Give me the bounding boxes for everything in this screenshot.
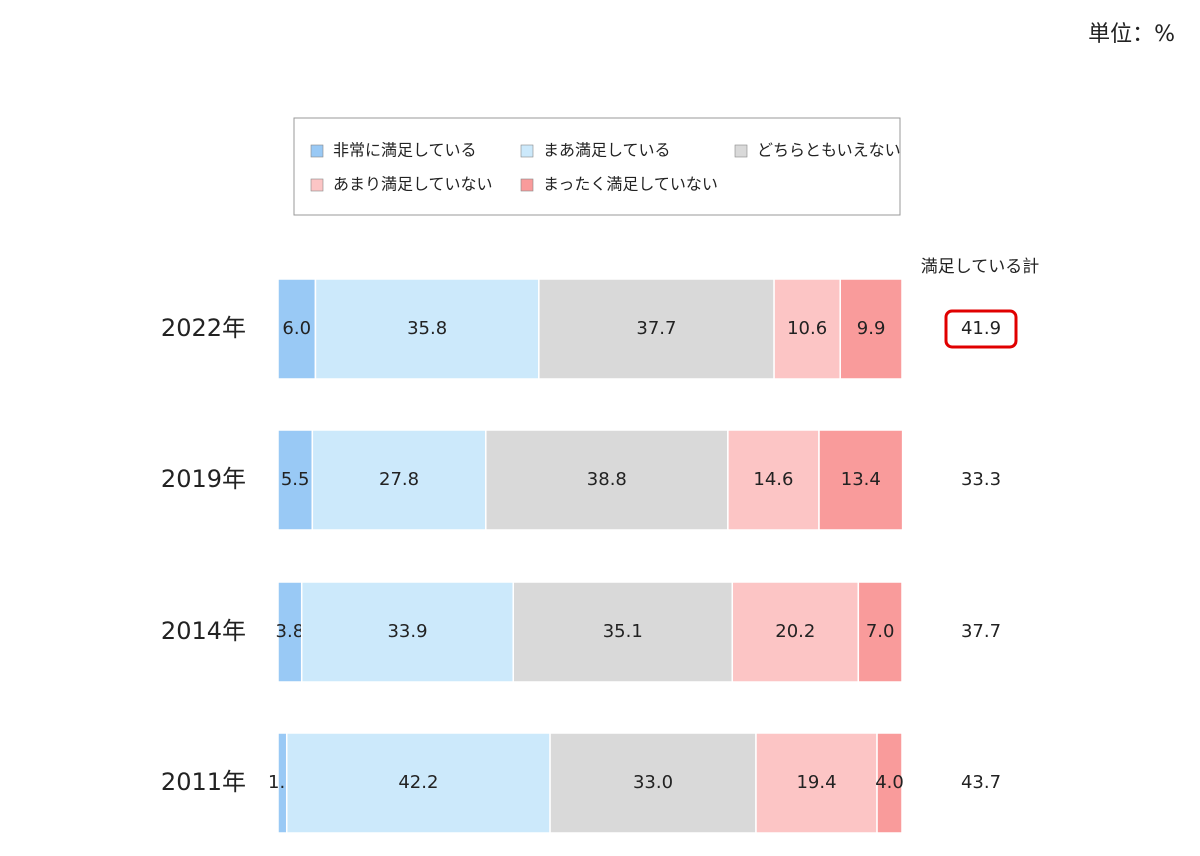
total-label: 41.9 <box>961 318 1001 339</box>
segment-label: 14.6 <box>753 469 793 490</box>
segment-label: 27.8 <box>379 469 419 490</box>
legend-swatch <box>520 144 534 158</box>
segment-label: 7.0 <box>866 621 895 642</box>
bar-segment <box>512 581 734 683</box>
category-label: 2014年 <box>161 617 246 645</box>
bar-segment <box>876 732 903 834</box>
category-label: 2022年 <box>161 314 246 342</box>
segment-label: 38.8 <box>587 469 627 490</box>
bar-segment <box>538 278 775 380</box>
legend-label: 非常に満足している <box>333 141 477 160</box>
bar-segment <box>485 429 729 531</box>
segment-label: 4.0 <box>875 772 904 793</box>
segment-label: 19.4 <box>796 772 836 793</box>
totals-header: 満足している計 <box>921 257 1040 277</box>
legend-label: まあ満足している <box>543 141 671 160</box>
bar-segment <box>731 581 860 683</box>
legend-label: あまり満足していない <box>333 175 493 194</box>
segment-label: 37.7 <box>636 318 676 339</box>
segment-label: 3.8 <box>276 621 305 642</box>
legend-swatch <box>520 178 534 192</box>
legend-swatch <box>734 144 748 158</box>
bar-segment <box>857 581 903 683</box>
total-highlight <box>944 309 1018 349</box>
unit-label: 単位：% <box>1088 22 1175 47</box>
segment-label: 35.1 <box>603 621 643 642</box>
segment-label: 33.9 <box>387 621 427 642</box>
bar-segment <box>285 732 551 834</box>
legend-swatch <box>310 178 324 192</box>
total-label: 33.3 <box>961 469 1001 490</box>
category-label: 2011年 <box>161 768 246 796</box>
bar-segment <box>727 429 820 531</box>
bar-segment <box>311 429 487 531</box>
segment-label: 5.5 <box>281 469 310 490</box>
bar-segment <box>300 581 514 683</box>
bar-segment <box>839 278 903 380</box>
bar-segment <box>549 732 757 834</box>
segment-label: 42.2 <box>398 772 438 793</box>
bar-segment <box>277 278 317 380</box>
bar-segment <box>755 732 878 834</box>
total-label: 43.7 <box>961 772 1001 793</box>
bar-segment <box>277 429 314 531</box>
legend-box <box>293 117 901 216</box>
bar-segment <box>314 278 540 380</box>
legend-label: まったく満足していない <box>543 175 718 194</box>
total-label: 37.7 <box>961 621 1001 642</box>
legend-label: どちらともいえない <box>757 141 901 160</box>
bar-segment <box>818 429 904 531</box>
category-label: 2019年 <box>161 465 246 493</box>
segment-label: 33.0 <box>633 772 673 793</box>
segment-label: 13.4 <box>841 469 881 490</box>
segment-label: 10.6 <box>787 318 827 339</box>
segment-label: 6.0 <box>282 318 311 339</box>
segment-label: 9.9 <box>857 318 886 339</box>
segment-label: 35.8 <box>407 318 447 339</box>
legend-swatch <box>310 144 324 158</box>
segment-label: 20.2 <box>775 621 815 642</box>
